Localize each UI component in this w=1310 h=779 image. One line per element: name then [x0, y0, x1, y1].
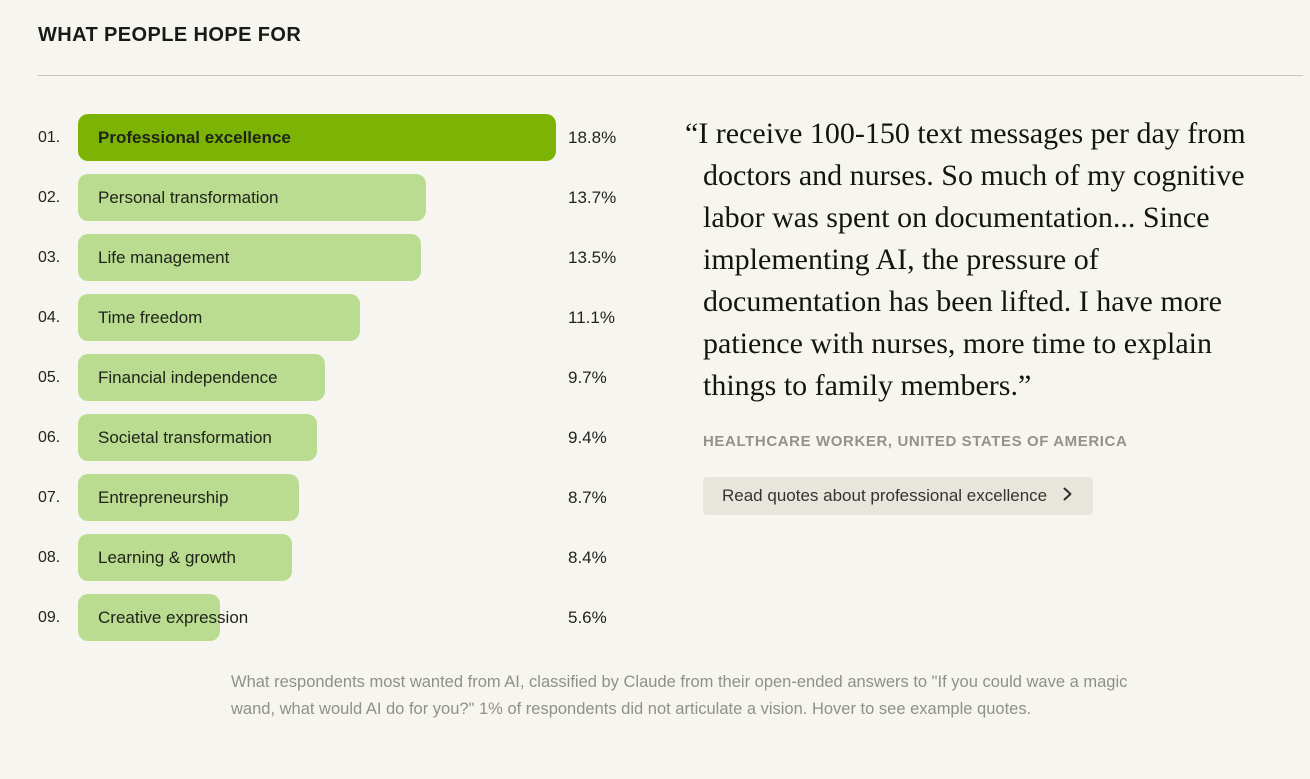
bar-value-label: 13.5%	[568, 247, 617, 267]
bar-track: Societal transformation	[78, 414, 568, 461]
bar[interactable]	[78, 294, 360, 341]
chevron-right-icon	[1061, 486, 1074, 506]
chart-row: 03. Life management 13.5%	[38, 234, 663, 281]
chart-row: 05. Financial independence 9.7%	[38, 354, 663, 401]
bar-track: Creative expression	[78, 594, 568, 641]
chart-row: 01. Professional excellence 18.8%	[38, 114, 663, 161]
bar-value-label: 8.7%	[568, 487, 607, 507]
bar-value-label: 9.4%	[568, 427, 607, 447]
rank-label: 09.	[38, 608, 61, 626]
bar[interactable]	[78, 534, 292, 581]
page-title: WHAT PEOPLE HOPE FOR	[38, 24, 302, 46]
bar[interactable]	[78, 594, 220, 641]
bar-category-label: Personal transformation	[98, 187, 279, 207]
bar[interactable]	[78, 114, 556, 161]
bar[interactable]	[78, 234, 421, 281]
quote-panel: “I receive 100-150 text messages per day…	[685, 113, 1275, 515]
bar-category-label: Time freedom	[98, 307, 203, 327]
bar-track: Life management	[78, 234, 568, 281]
chart-caption: What respondents most wanted from AI, cl…	[231, 673, 1128, 718]
chart-row: 09. Creative expression 5.6%	[38, 594, 663, 641]
read-quotes-button-label: Read quotes about professional excellenc…	[722, 486, 1048, 505]
bar[interactable]	[78, 354, 325, 401]
chart-row: 08. Learning & growth 8.4%	[38, 534, 663, 581]
chart-row: 06. Societal transformation 9.4%	[38, 414, 663, 461]
bar[interactable]	[78, 414, 317, 461]
rank-label: 04.	[38, 308, 61, 326]
rank-label: 07.	[38, 488, 61, 506]
bar-category-label: Life management	[98, 247, 230, 267]
rank-label: 03.	[38, 248, 61, 266]
bar-track: Professional excellence	[78, 114, 568, 161]
rank-label: 08.	[38, 548, 61, 566]
bar-category-label: Learning & growth	[98, 547, 236, 567]
bar[interactable]	[78, 474, 299, 521]
bar-value-label: 9.7%	[568, 367, 607, 387]
chart-row: 04. Time freedom 11.1%	[38, 294, 663, 341]
rank-label: 01.	[38, 128, 61, 146]
rank-label: 05.	[38, 368, 61, 386]
bar-track: Entrepreneurship	[78, 474, 568, 521]
bar-track: Learning & growth	[78, 534, 568, 581]
bar-value-label: 8.4%	[568, 547, 607, 567]
bar-value-label: 13.7%	[568, 187, 617, 207]
bar-category-label: Creative expression	[98, 607, 249, 627]
bar-category-label: Financial independence	[98, 367, 278, 387]
chart-row: 07. Entrepreneurship 8.7%	[38, 474, 663, 521]
quote-text: “I receive 100-150 text messages per day…	[685, 117, 1246, 402]
bar-value-label: 5.6%	[568, 607, 607, 627]
bar-track: Financial independence	[78, 354, 568, 401]
bar-value-label: 18.8%	[568, 127, 617, 147]
rank-label: 06.	[38, 428, 61, 446]
bar-category-label: Professional excellence	[98, 127, 291, 147]
bar-track: Time freedom	[78, 294, 568, 341]
rank-label: 02.	[38, 188, 61, 206]
bar-category-label: Entrepreneurship	[98, 487, 229, 507]
hopes-bar-chart: 01. Professional excellence 18.8% 02. Person…	[38, 114, 663, 654]
bar-value-label: 11.1%	[568, 307, 615, 327]
bar[interactable]	[78, 174, 426, 221]
chart-row: 02. Personal transformation 13.7%	[38, 174, 663, 221]
header-divider	[38, 75, 1303, 76]
read-quotes-button[interactable]: Read quotes about professional excellenc…	[703, 477, 1094, 515]
quote-attribution: HEALTHCARE WORKER, UNITED STATES OF AMER…	[703, 433, 1128, 450]
bar-category-label: Societal transformation	[98, 427, 272, 447]
bar-track: Personal transformation	[78, 174, 568, 221]
